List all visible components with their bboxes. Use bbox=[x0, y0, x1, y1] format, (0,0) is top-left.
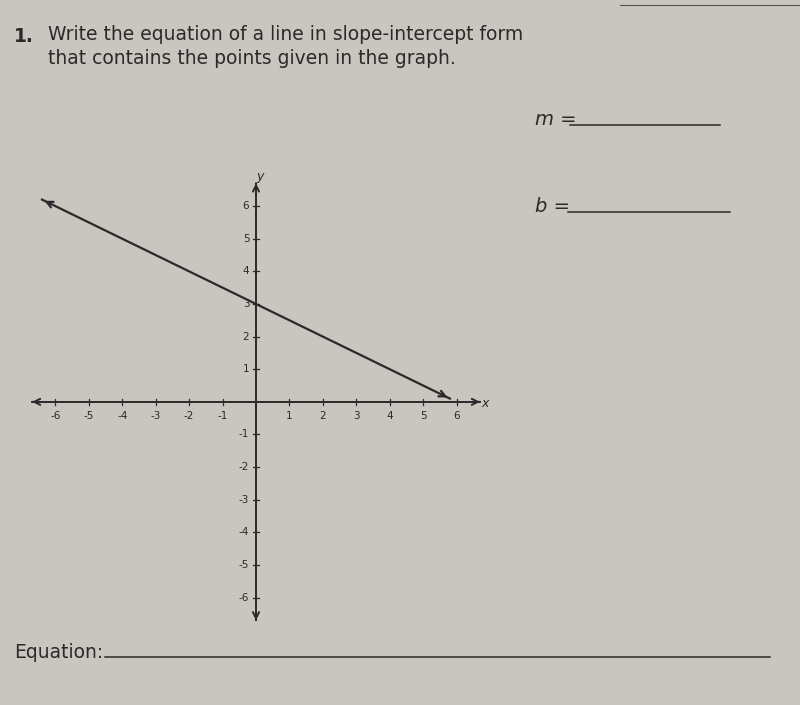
Text: -1: -1 bbox=[239, 429, 250, 439]
Text: 1: 1 bbox=[242, 364, 250, 374]
Text: 3: 3 bbox=[353, 411, 360, 421]
Text: -5: -5 bbox=[239, 560, 250, 570]
Text: 2: 2 bbox=[319, 411, 326, 421]
Text: 1: 1 bbox=[286, 411, 293, 421]
Text: 3: 3 bbox=[242, 299, 250, 309]
Text: b =: b = bbox=[535, 197, 570, 216]
Text: -5: -5 bbox=[84, 411, 94, 421]
Text: -2: -2 bbox=[184, 411, 194, 421]
Text: y: y bbox=[256, 171, 264, 183]
Text: -3: -3 bbox=[239, 495, 250, 505]
Text: Write the equation of a line in slope-intercept form: Write the equation of a line in slope-in… bbox=[48, 25, 523, 44]
Text: 1.: 1. bbox=[14, 27, 34, 46]
Text: that contains the points given in the graph.: that contains the points given in the gr… bbox=[48, 49, 456, 68]
Text: -4: -4 bbox=[117, 411, 127, 421]
Text: -3: -3 bbox=[150, 411, 161, 421]
Text: 4: 4 bbox=[242, 266, 250, 276]
Text: -1: -1 bbox=[218, 411, 228, 421]
Text: m =: m = bbox=[535, 110, 577, 129]
Text: 6: 6 bbox=[454, 411, 460, 421]
Text: x: x bbox=[482, 397, 489, 410]
Text: 5: 5 bbox=[242, 234, 250, 244]
Text: Equation:: Equation: bbox=[14, 643, 103, 662]
Text: -6: -6 bbox=[50, 411, 61, 421]
Text: 4: 4 bbox=[386, 411, 393, 421]
Text: 5: 5 bbox=[420, 411, 426, 421]
Text: 2: 2 bbox=[242, 331, 250, 342]
Text: 6: 6 bbox=[242, 201, 250, 211]
Text: -6: -6 bbox=[239, 593, 250, 603]
Text: -2: -2 bbox=[239, 462, 250, 472]
Text: -4: -4 bbox=[239, 527, 250, 537]
